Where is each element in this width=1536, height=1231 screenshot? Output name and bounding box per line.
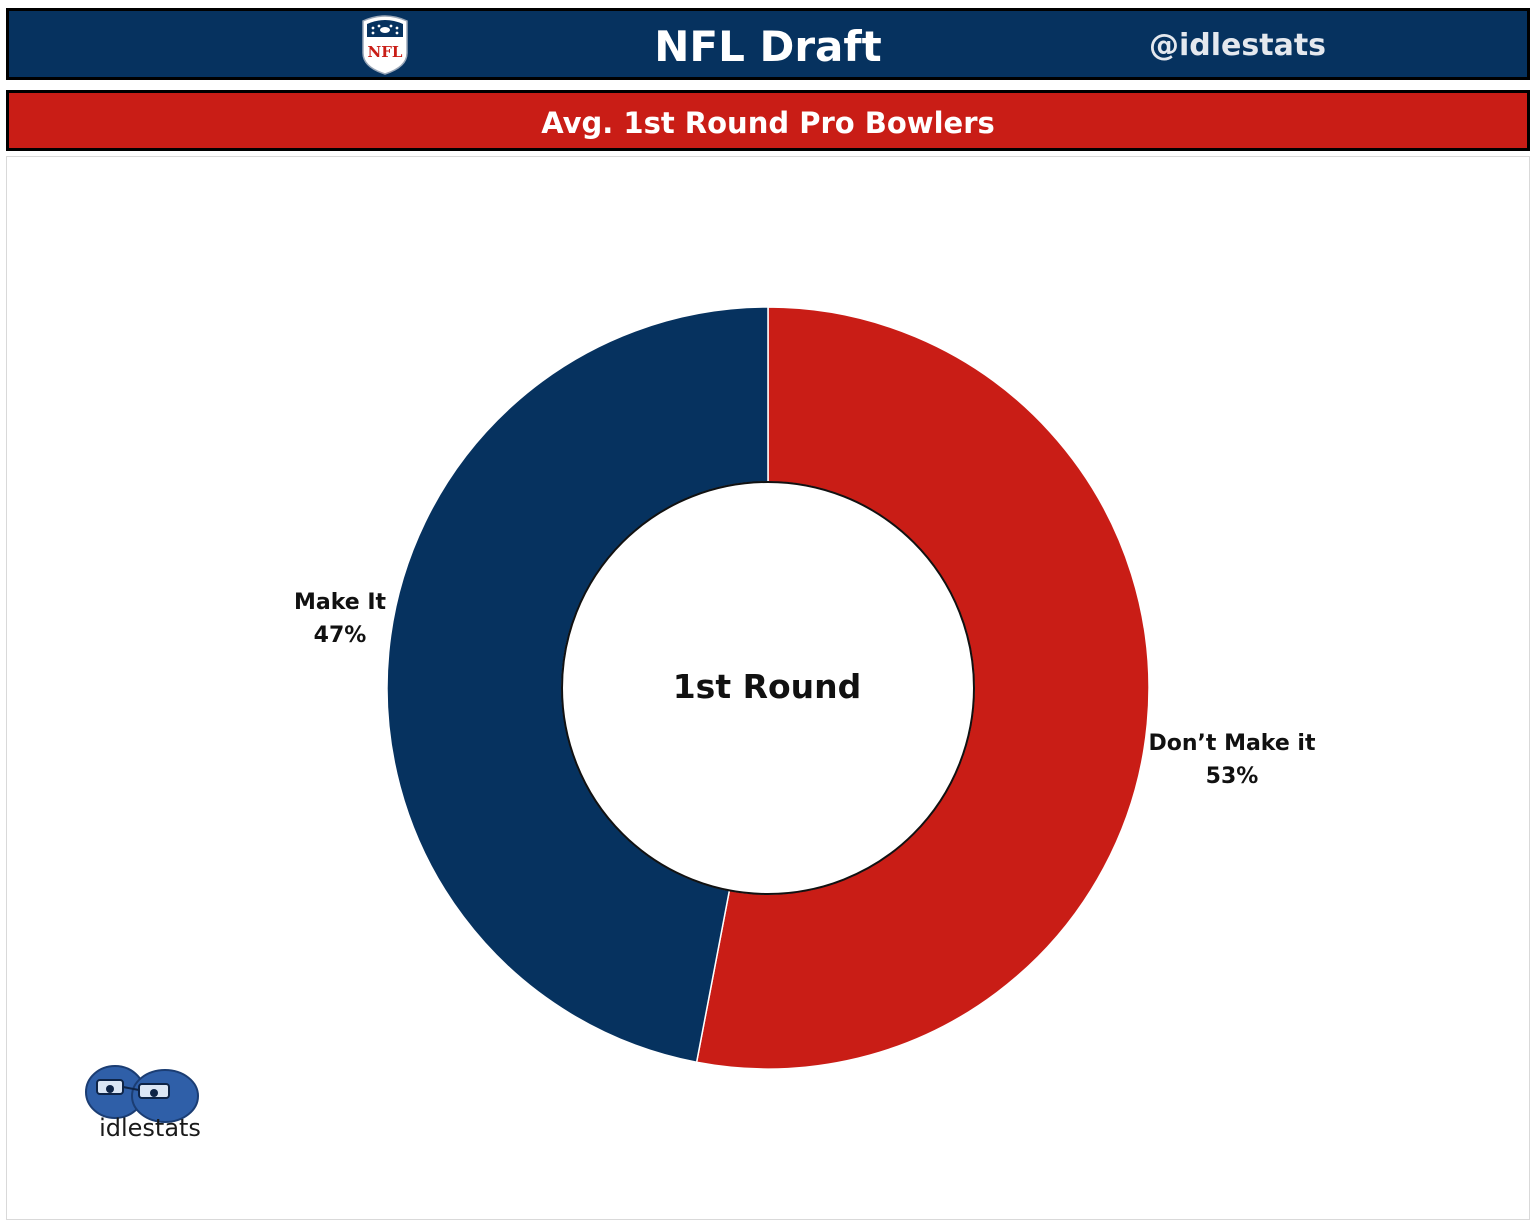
slice-label-text: Don’t Make it	[1148, 731, 1316, 756]
chart-panel: Don’t Make it 53% Make It 47% 1st Round …	[6, 156, 1530, 1220]
slice-label-value: 53%	[1205, 764, 1259, 789]
header-bar: NFL NFL Draft @idlestats	[6, 8, 1530, 80]
slice-label-text: Make It	[293, 590, 387, 615]
nfl-shield-icon: NFL	[362, 15, 408, 75]
header-handle: @idlestats	[1149, 28, 1327, 63]
slice-label-dont-make-it: Don’t Make it 53%	[1127, 727, 1337, 793]
subtitle-bar: Avg. 1st Round Pro Bowlers	[6, 90, 1530, 151]
svg-text:NFL: NFL	[368, 43, 403, 61]
donut-hole	[561, 481, 975, 895]
brand-name: idlestats	[99, 1114, 201, 1142]
donut-chart	[386, 306, 1150, 1070]
chart-subtitle: Avg. 1st Round Pro Bowlers	[541, 106, 995, 140]
idlestats-logo-icon: idlestats	[85, 1062, 215, 1147]
donut-center-label: 1st Round	[672, 667, 862, 706]
slice-label-make-it: Make It 47%	[265, 586, 415, 652]
page-title: NFL Draft	[654, 22, 882, 71]
idlestats-logo-graphic	[85, 1065, 199, 1123]
slice-label-value: 47%	[313, 623, 367, 648]
